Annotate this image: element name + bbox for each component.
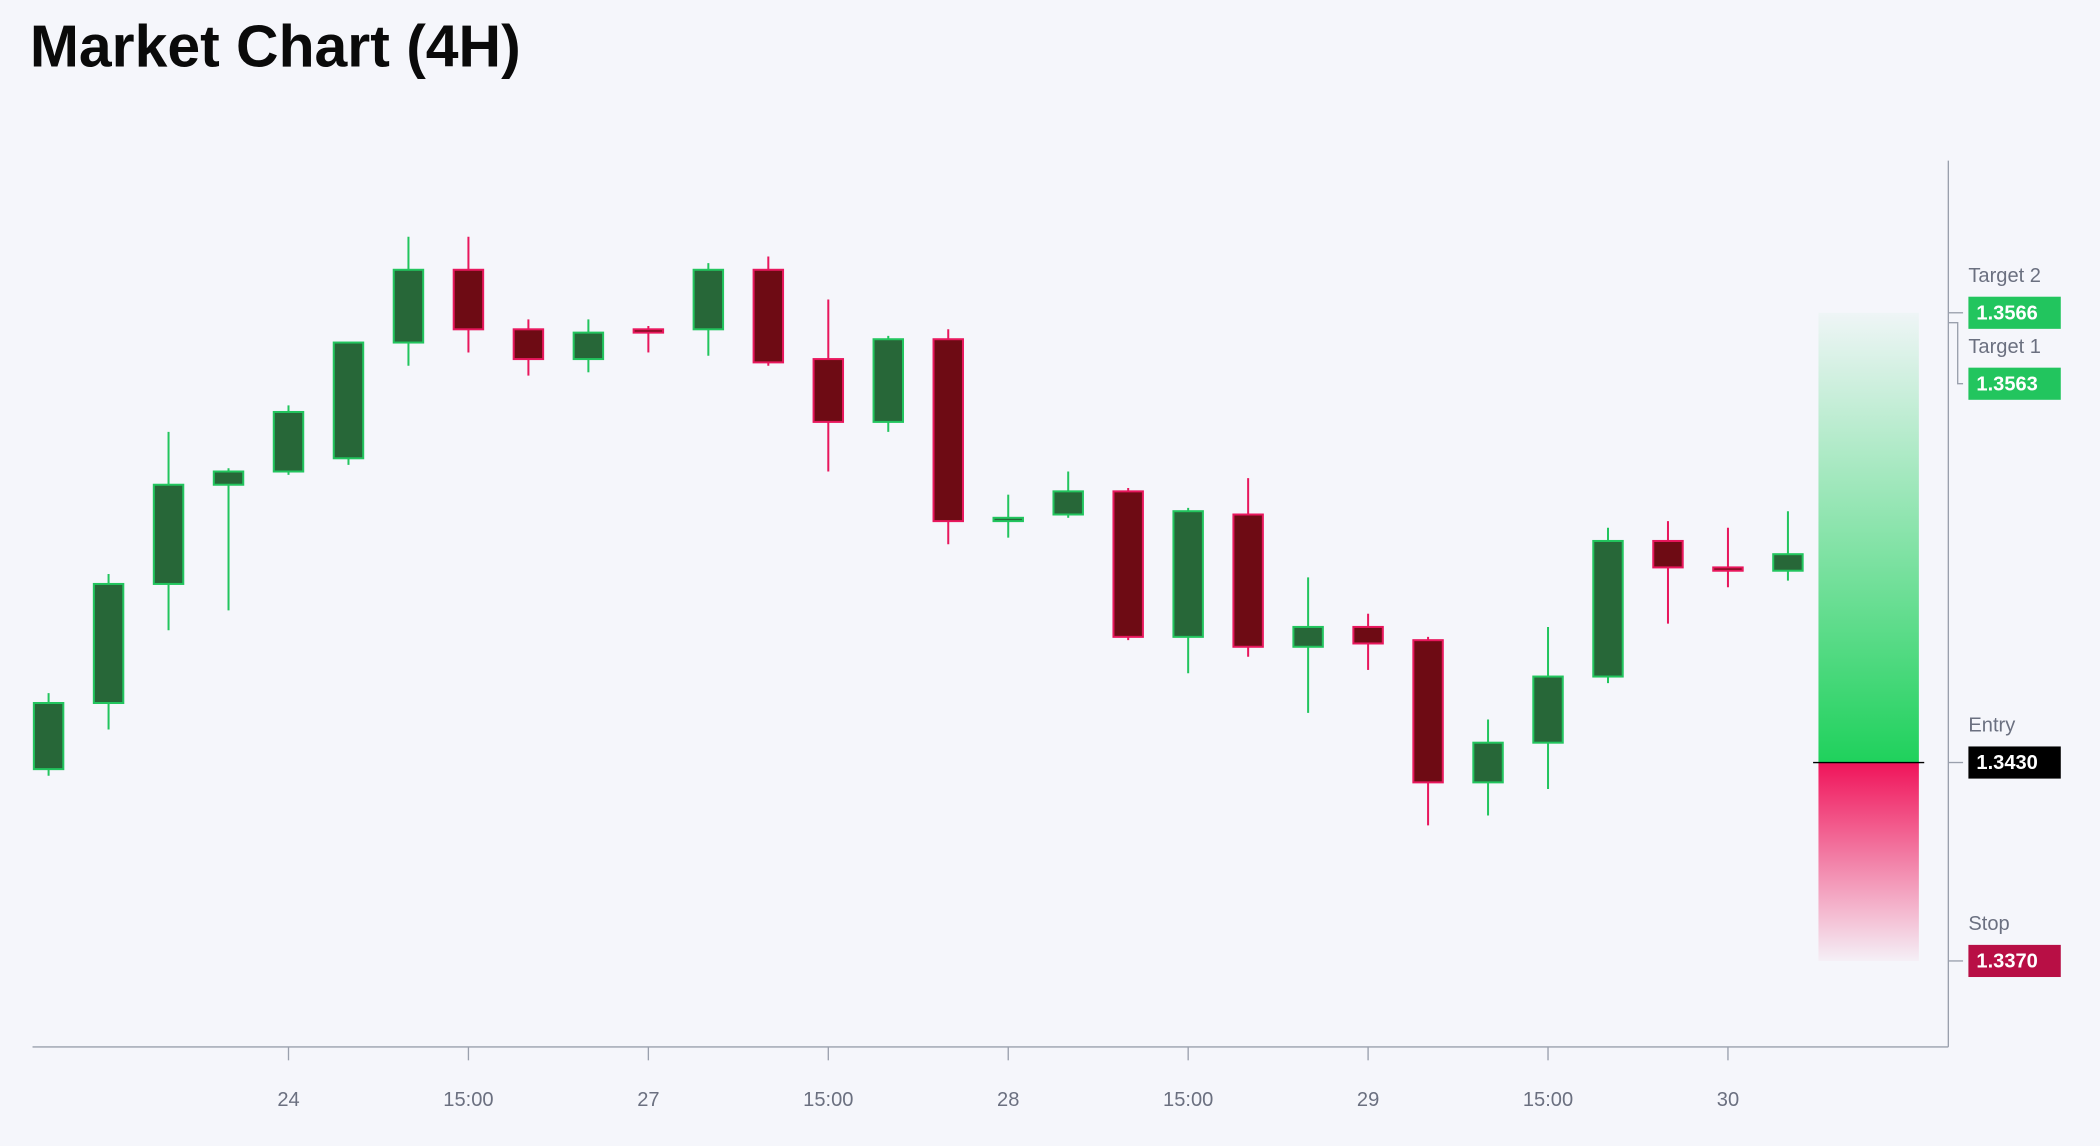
candle-body (1772, 553, 1804, 572)
level-value: 1.3566 (1976, 302, 2037, 324)
level-name: Entry (1968, 715, 2015, 737)
candle-body (932, 338, 964, 523)
level-value: 1.3563 (1976, 373, 2037, 395)
candle-body (92, 582, 125, 705)
candle-body (272, 410, 305, 473)
level-badge (1968, 296, 2061, 329)
x-tick-label: 29 (1357, 1089, 1379, 1111)
candle-body (1172, 510, 1204, 638)
level-name: Target 2 (1968, 265, 2041, 287)
level-badge (1968, 746, 2061, 779)
candle-body (1592, 539, 1624, 678)
x-tick-label: 27 (637, 1089, 659, 1111)
candle-body (332, 341, 365, 460)
candle-body (752, 268, 785, 364)
level-value: 1.3430 (1976, 752, 2037, 774)
candle-body (872, 338, 905, 423)
candle-body (1652, 539, 1684, 569)
candle-body (572, 331, 605, 361)
candle-body (1292, 625, 1324, 648)
level-badge (1968, 944, 2061, 978)
candle-body (152, 483, 185, 585)
candle-body (512, 328, 545, 361)
loss-zone (1818, 762, 1919, 961)
chart-title: Market Chart (4H) (30, 14, 521, 79)
x-tick-label: 15:00 (443, 1089, 493, 1111)
candle-body (1472, 741, 1504, 784)
candle-body (1712, 566, 1744, 572)
level-value: 1.3370 (1976, 951, 2037, 973)
candle-body (1052, 490, 1084, 516)
x-tick-label: 24 (277, 1089, 299, 1111)
level-name: Target 1 (1968, 336, 2041, 358)
candle-body (32, 701, 65, 771)
candle-body (812, 358, 845, 423)
candle-body (1532, 675, 1564, 744)
candle-body (1232, 513, 1264, 648)
level-badge (1968, 367, 2061, 400)
x-tick-label: 28 (997, 1089, 1019, 1111)
candle-body (1112, 490, 1144, 638)
x-tick-label: 15:00 (1523, 1089, 1573, 1111)
level-name: Stop (1968, 913, 2009, 935)
profit-zone (1818, 312, 1919, 763)
candle-body (1352, 625, 1384, 645)
candle-body (1412, 639, 1444, 784)
x-tick-label: 15:00 (803, 1089, 853, 1111)
candle-body (452, 268, 485, 331)
candle-body (392, 268, 425, 344)
candle-body (692, 268, 725, 331)
candle-body (632, 328, 665, 334)
candle-body (212, 470, 245, 486)
candle-body (992, 516, 1024, 523)
level-tick (1948, 322, 1964, 385)
x-tick-label: 15:00 (1163, 1089, 1213, 1111)
x-tick-label: 30 (1717, 1089, 1739, 1111)
